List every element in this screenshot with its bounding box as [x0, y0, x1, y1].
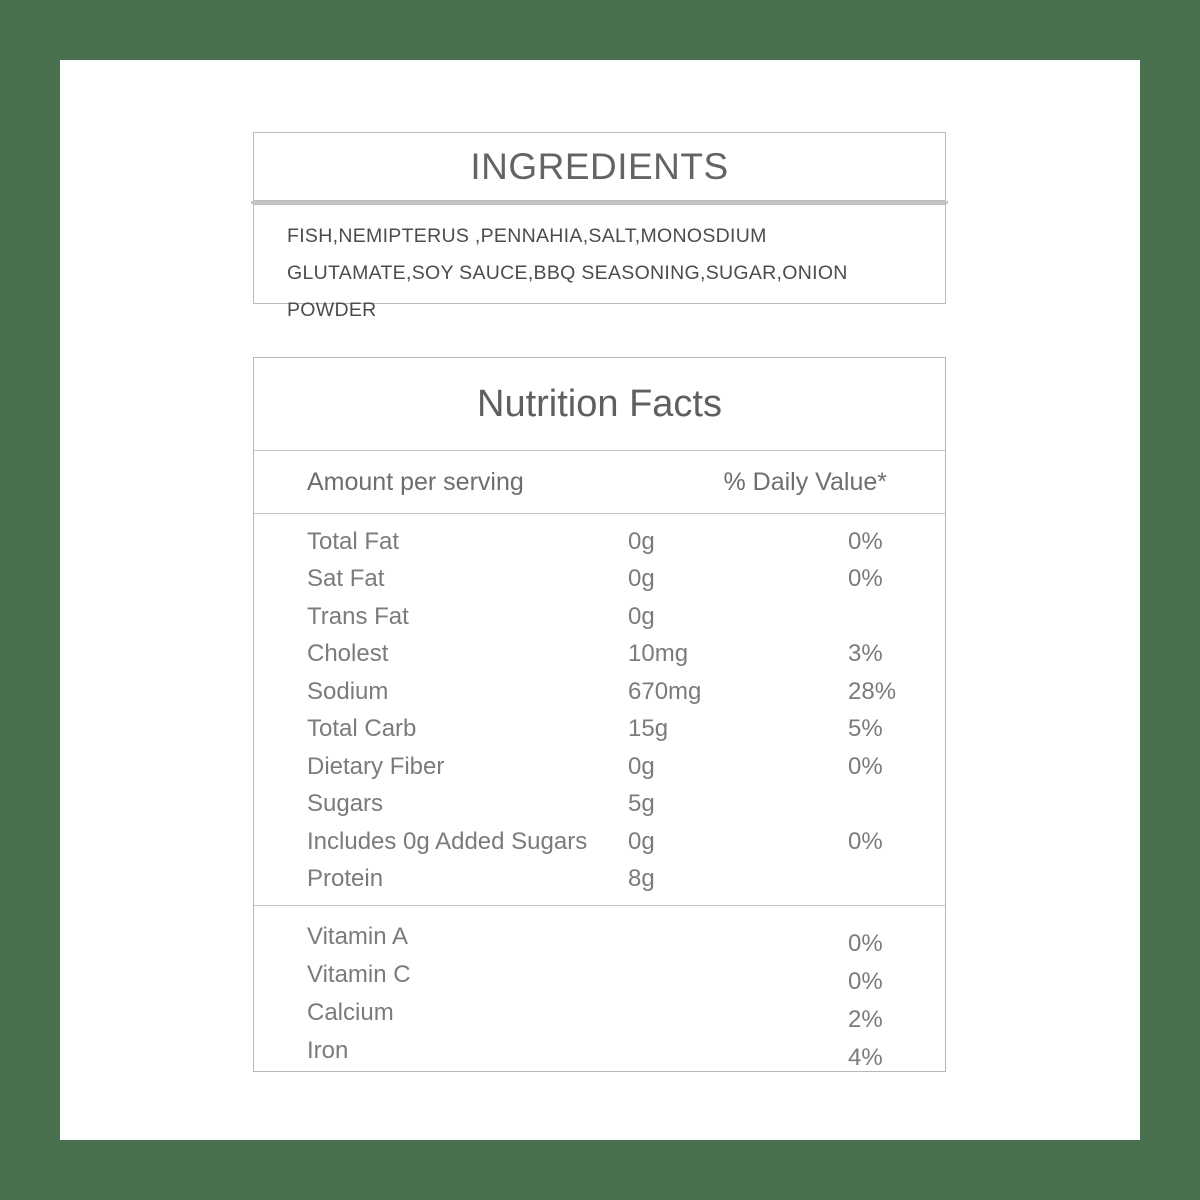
- nutrient-label: Total Fat: [307, 527, 400, 555]
- table-row: Total Carb 15g 5%: [254, 711, 945, 749]
- nutrient-label: Sodium: [307, 677, 389, 705]
- table-row: Dietary Fiber 0g 0%: [254, 748, 945, 786]
- nutrient-daily-value: 3%: [848, 640, 883, 668]
- table-row: Vitamin C 0%: [254, 956, 945, 995]
- nutrient-amount: 0g: [628, 527, 655, 555]
- table-row: Trans Fat 0g: [254, 598, 945, 636]
- vitamin-label: Calcium: [307, 999, 394, 1026]
- table-row: Calcium 2%: [254, 994, 945, 1033]
- vitamin-daily-value: 2%: [848, 1006, 883, 1033]
- nutrition-facts-title: Nutrition Facts: [254, 358, 945, 451]
- nutrient-amount: 0g: [628, 565, 655, 593]
- nutrient-label: Trans Fat: [307, 602, 409, 630]
- nutrient-amount: 670mg: [628, 677, 702, 705]
- nutrient-label: Total Carb: [307, 715, 417, 743]
- nutrition-subheader: Amount per serving % Daily Value*: [254, 451, 945, 514]
- daily-value-header: % Daily Value*: [723, 467, 887, 496]
- nutrient-label: Sugars: [307, 790, 384, 818]
- nutrient-label: Dietary Fiber: [307, 752, 445, 780]
- nutrient-daily-value: 0%: [848, 827, 883, 855]
- nutrient-amount: 5g: [628, 790, 655, 818]
- table-row: Sugars 5g: [254, 786, 945, 824]
- white-card-panel: INGREDIENTS FISH,NEMIPTERUS ,PENNAHIA,SA…: [60, 60, 1140, 1140]
- vitamin-daily-value: 0%: [848, 930, 883, 957]
- nutrient-label: Includes 0g Added Sugars: [307, 827, 588, 855]
- amount-per-serving-header: Amount per serving: [307, 467, 524, 496]
- nutrition-main-rows: Total Fat 0g 0% Sat Fat 0g 0% Trans Fat …: [254, 514, 945, 906]
- nutrient-daily-value: 5%: [848, 715, 883, 743]
- table-row: Total Fat 0g 0%: [254, 523, 945, 561]
- table-row: Iron 4%: [254, 1032, 945, 1071]
- table-row: Cholest 10mg 3%: [254, 636, 945, 674]
- vitamin-daily-value: 0%: [848, 968, 883, 995]
- nutrient-amount: 10mg: [628, 640, 689, 668]
- ingredients-box: INGREDIENTS FISH,NEMIPTERUS ,PENNAHIA,SA…: [251, 132, 948, 321]
- nutrient-amount: 8g: [628, 865, 655, 893]
- table-row: Includes 0g Added Sugars 0g 0%: [254, 823, 945, 861]
- nutrient-amount: 0g: [628, 602, 655, 630]
- vitamin-daily-value: 4%: [848, 1044, 883, 1071]
- vitamin-label: Iron: [307, 1037, 349, 1064]
- nutrition-facts-box: Nutrition Facts Amount per serving % Dai…: [253, 357, 946, 1072]
- ingredients-divider: [251, 201, 948, 204]
- nutrient-label: Sat Fat: [307, 565, 385, 593]
- vitamin-label: Vitamin A: [307, 923, 408, 950]
- nutrient-amount: 0g: [628, 827, 655, 855]
- nutrient-daily-value: 0%: [848, 565, 883, 593]
- nutrition-vitamin-rows: Vitamin A 0% Vitamin C 0% Calcium 2% Iro…: [254, 906, 945, 1071]
- nutrient-daily-value: 0%: [848, 527, 883, 555]
- ingredients-title: INGREDIENTS: [253, 132, 946, 201]
- nutrient-daily-value: 0%: [848, 752, 883, 780]
- table-row: Protein 8g: [254, 861, 945, 899]
- table-row: Vitamin A 0%: [254, 918, 945, 957]
- nutrient-amount: 15g: [628, 715, 669, 743]
- nutrient-label: Cholest: [307, 640, 389, 668]
- nutrient-amount: 0g: [628, 752, 655, 780]
- ingredients-text: FISH,NEMIPTERUS ,PENNAHIA,SALT,MONOSDIUM…: [253, 204, 946, 321]
- vitamin-label: Vitamin C: [307, 961, 411, 988]
- nutrient-daily-value: 28%: [848, 677, 897, 705]
- table-row: Sat Fat 0g 0%: [254, 561, 945, 599]
- table-row: Sodium 670mg 28%: [254, 673, 945, 711]
- nutrient-label: Protein: [307, 865, 384, 893]
